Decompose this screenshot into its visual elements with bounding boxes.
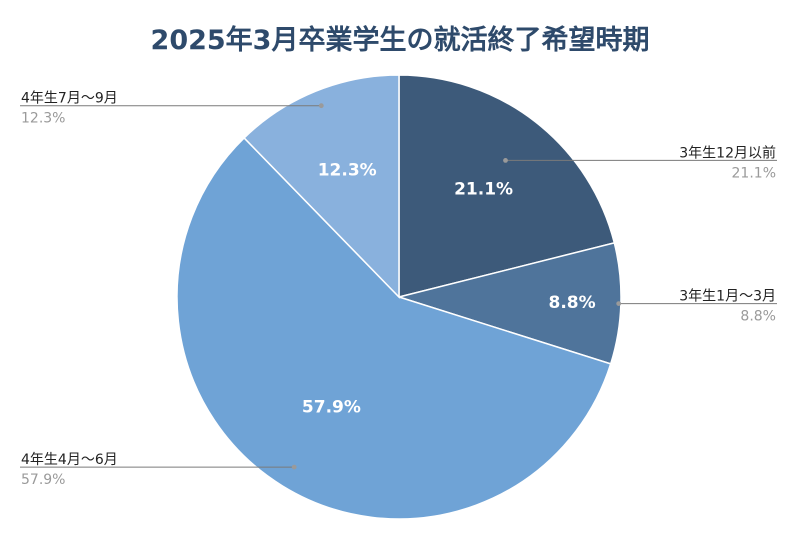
callout-percent-label: 57.9% [21,472,65,488]
callout-dot [291,464,297,470]
slice-value-label: 8.8% [549,293,596,313]
slice-callouts: 3年生12月以前 21.1% 3年生1月〜3月 8.8% 4年生4月〜6月 57.9% 4年… [20,91,777,488]
pie-slice [176,136,612,520]
callout-category-label: 4年生4月〜6月 [21,452,118,468]
callout-dot [616,301,622,306]
callout-dot [318,103,324,109]
callout-category-label: 4年生7月〜9月 [21,91,118,107]
callout-percent-label: 12.3% [21,111,65,127]
slice-value-label: 21.1% [454,180,513,200]
callout-category-label: 3年生1月〜3月 [679,289,776,305]
callout-percent-label: 8.8% [740,309,776,325]
callout-category-label: 3年生12月以前 [679,144,776,161]
callout-percent-label: 21.1% [732,165,776,181]
pie-slices: 21.1% 8.8% 57.9% 12.3% [176,74,622,520]
slice-value-label: 12.3% [318,161,377,181]
chart-title: 2025年3月卒業学生の就活終了希望時期 [151,24,650,56]
pie-slice [243,74,400,299]
pie-slice [398,74,616,298]
slice-value-label: 57.9% [302,398,361,418]
callout-dot [503,158,508,163]
